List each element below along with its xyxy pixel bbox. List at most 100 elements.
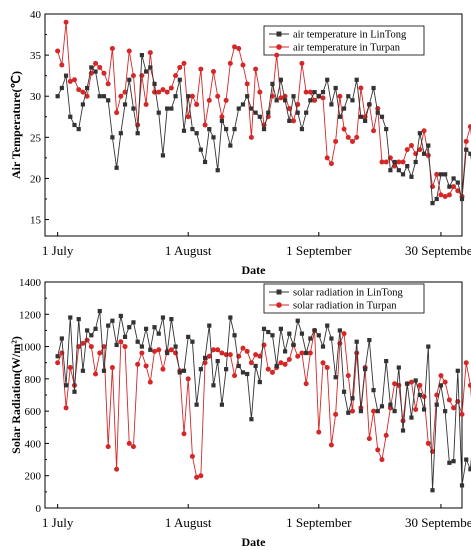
data-point: [455, 180, 460, 185]
data-point: [312, 328, 317, 333]
data-point: [190, 127, 195, 132]
data-point: [384, 127, 389, 132]
legend-label-lintong: solar radiation in LinTong: [293, 288, 404, 299]
x-tick-label: 1 July: [42, 515, 74, 530]
data-point: [152, 325, 157, 330]
data-point: [135, 339, 140, 344]
data-point: [328, 161, 334, 167]
y-tick-label: 600: [25, 406, 42, 418]
data-point: [114, 165, 119, 170]
data-point: [139, 344, 144, 349]
data-point: [240, 102, 246, 107]
data-point: [186, 334, 191, 339]
data-point: [165, 350, 170, 356]
data-point: [189, 93, 195, 99]
y-tick-label: 400: [25, 438, 42, 450]
data-point: [308, 98, 313, 103]
data-point: [194, 402, 199, 407]
data-point: [105, 444, 111, 450]
data-point: [211, 135, 216, 140]
data-point: [257, 114, 262, 119]
data-point: [371, 388, 376, 393]
data-point: [152, 81, 157, 86]
data-point: [185, 376, 191, 382]
data-point: [295, 110, 300, 115]
data-point: [63, 19, 69, 25]
data-point: [76, 317, 81, 322]
data-point: [156, 331, 161, 336]
data-point: [375, 409, 380, 414]
data-point: [160, 87, 166, 93]
data-point: [438, 172, 444, 177]
data-point: [210, 69, 216, 75]
data-point: [114, 110, 120, 116]
data-point: [413, 407, 419, 413]
data-point: [177, 77, 182, 82]
data-point: [295, 318, 300, 323]
data-point: [341, 389, 347, 394]
data-point: [430, 201, 435, 206]
data-point: [232, 333, 237, 338]
data-point: [236, 363, 241, 369]
data-point: [337, 328, 342, 333]
data-point: [122, 334, 128, 339]
data-point: [417, 392, 422, 398]
x-tick-label: 1 September: [286, 243, 352, 258]
data-point: [392, 409, 397, 414]
data-point: [270, 81, 275, 86]
data-point: [358, 85, 364, 91]
data-point: [400, 428, 406, 433]
data-point: [304, 110, 309, 115]
data-point: [269, 369, 275, 375]
data-point: [375, 447, 381, 453]
data-point: [139, 350, 145, 356]
data-point: [320, 360, 326, 366]
data-point: [80, 102, 86, 107]
data-point: [249, 106, 254, 111]
data-point: [316, 94, 321, 99]
data-point: [312, 97, 318, 103]
data-point: [198, 147, 203, 152]
data-point: [253, 110, 258, 115]
data-point: [345, 373, 351, 379]
data-point: [169, 106, 174, 111]
data-point: [181, 368, 187, 373]
data-point: [228, 143, 233, 148]
data-point: [135, 131, 140, 136]
x-tick-label: 30 September: [405, 243, 471, 258]
data-point: [232, 373, 238, 379]
data-point: [248, 360, 254, 366]
data-point: [72, 122, 77, 128]
data-point: [421, 394, 427, 400]
data-point: [173, 73, 179, 79]
data-point: [236, 106, 241, 111]
data-point: [307, 350, 313, 356]
data-point: [286, 106, 292, 112]
data-point: [228, 315, 233, 320]
data-point: [443, 409, 448, 414]
data-point: [210, 347, 216, 353]
series-layer: [55, 308, 471, 493]
data-point: [135, 361, 141, 367]
data-point: [325, 77, 330, 82]
data-point: [274, 363, 279, 369]
data-point: [190, 339, 195, 344]
data-point: [341, 106, 347, 111]
data-point: [451, 459, 456, 464]
data-point: [421, 128, 427, 134]
data-point: [219, 118, 225, 123]
data-point: [467, 124, 471, 130]
data-point: [156, 347, 162, 353]
data-point: [295, 353, 301, 359]
solar-radiation-panel: Solar Radiation(W/m²) Date solar radiati…: [9, 277, 471, 549]
data-point: [354, 339, 359, 344]
data-point: [468, 151, 471, 156]
data-point: [333, 375, 338, 380]
data-point: [274, 52, 280, 58]
y-tick-label: 1200: [19, 309, 42, 321]
data-point: [194, 474, 200, 480]
legend-marker-square: [276, 289, 282, 295]
data-point: [261, 326, 267, 331]
data-point: [257, 379, 262, 385]
